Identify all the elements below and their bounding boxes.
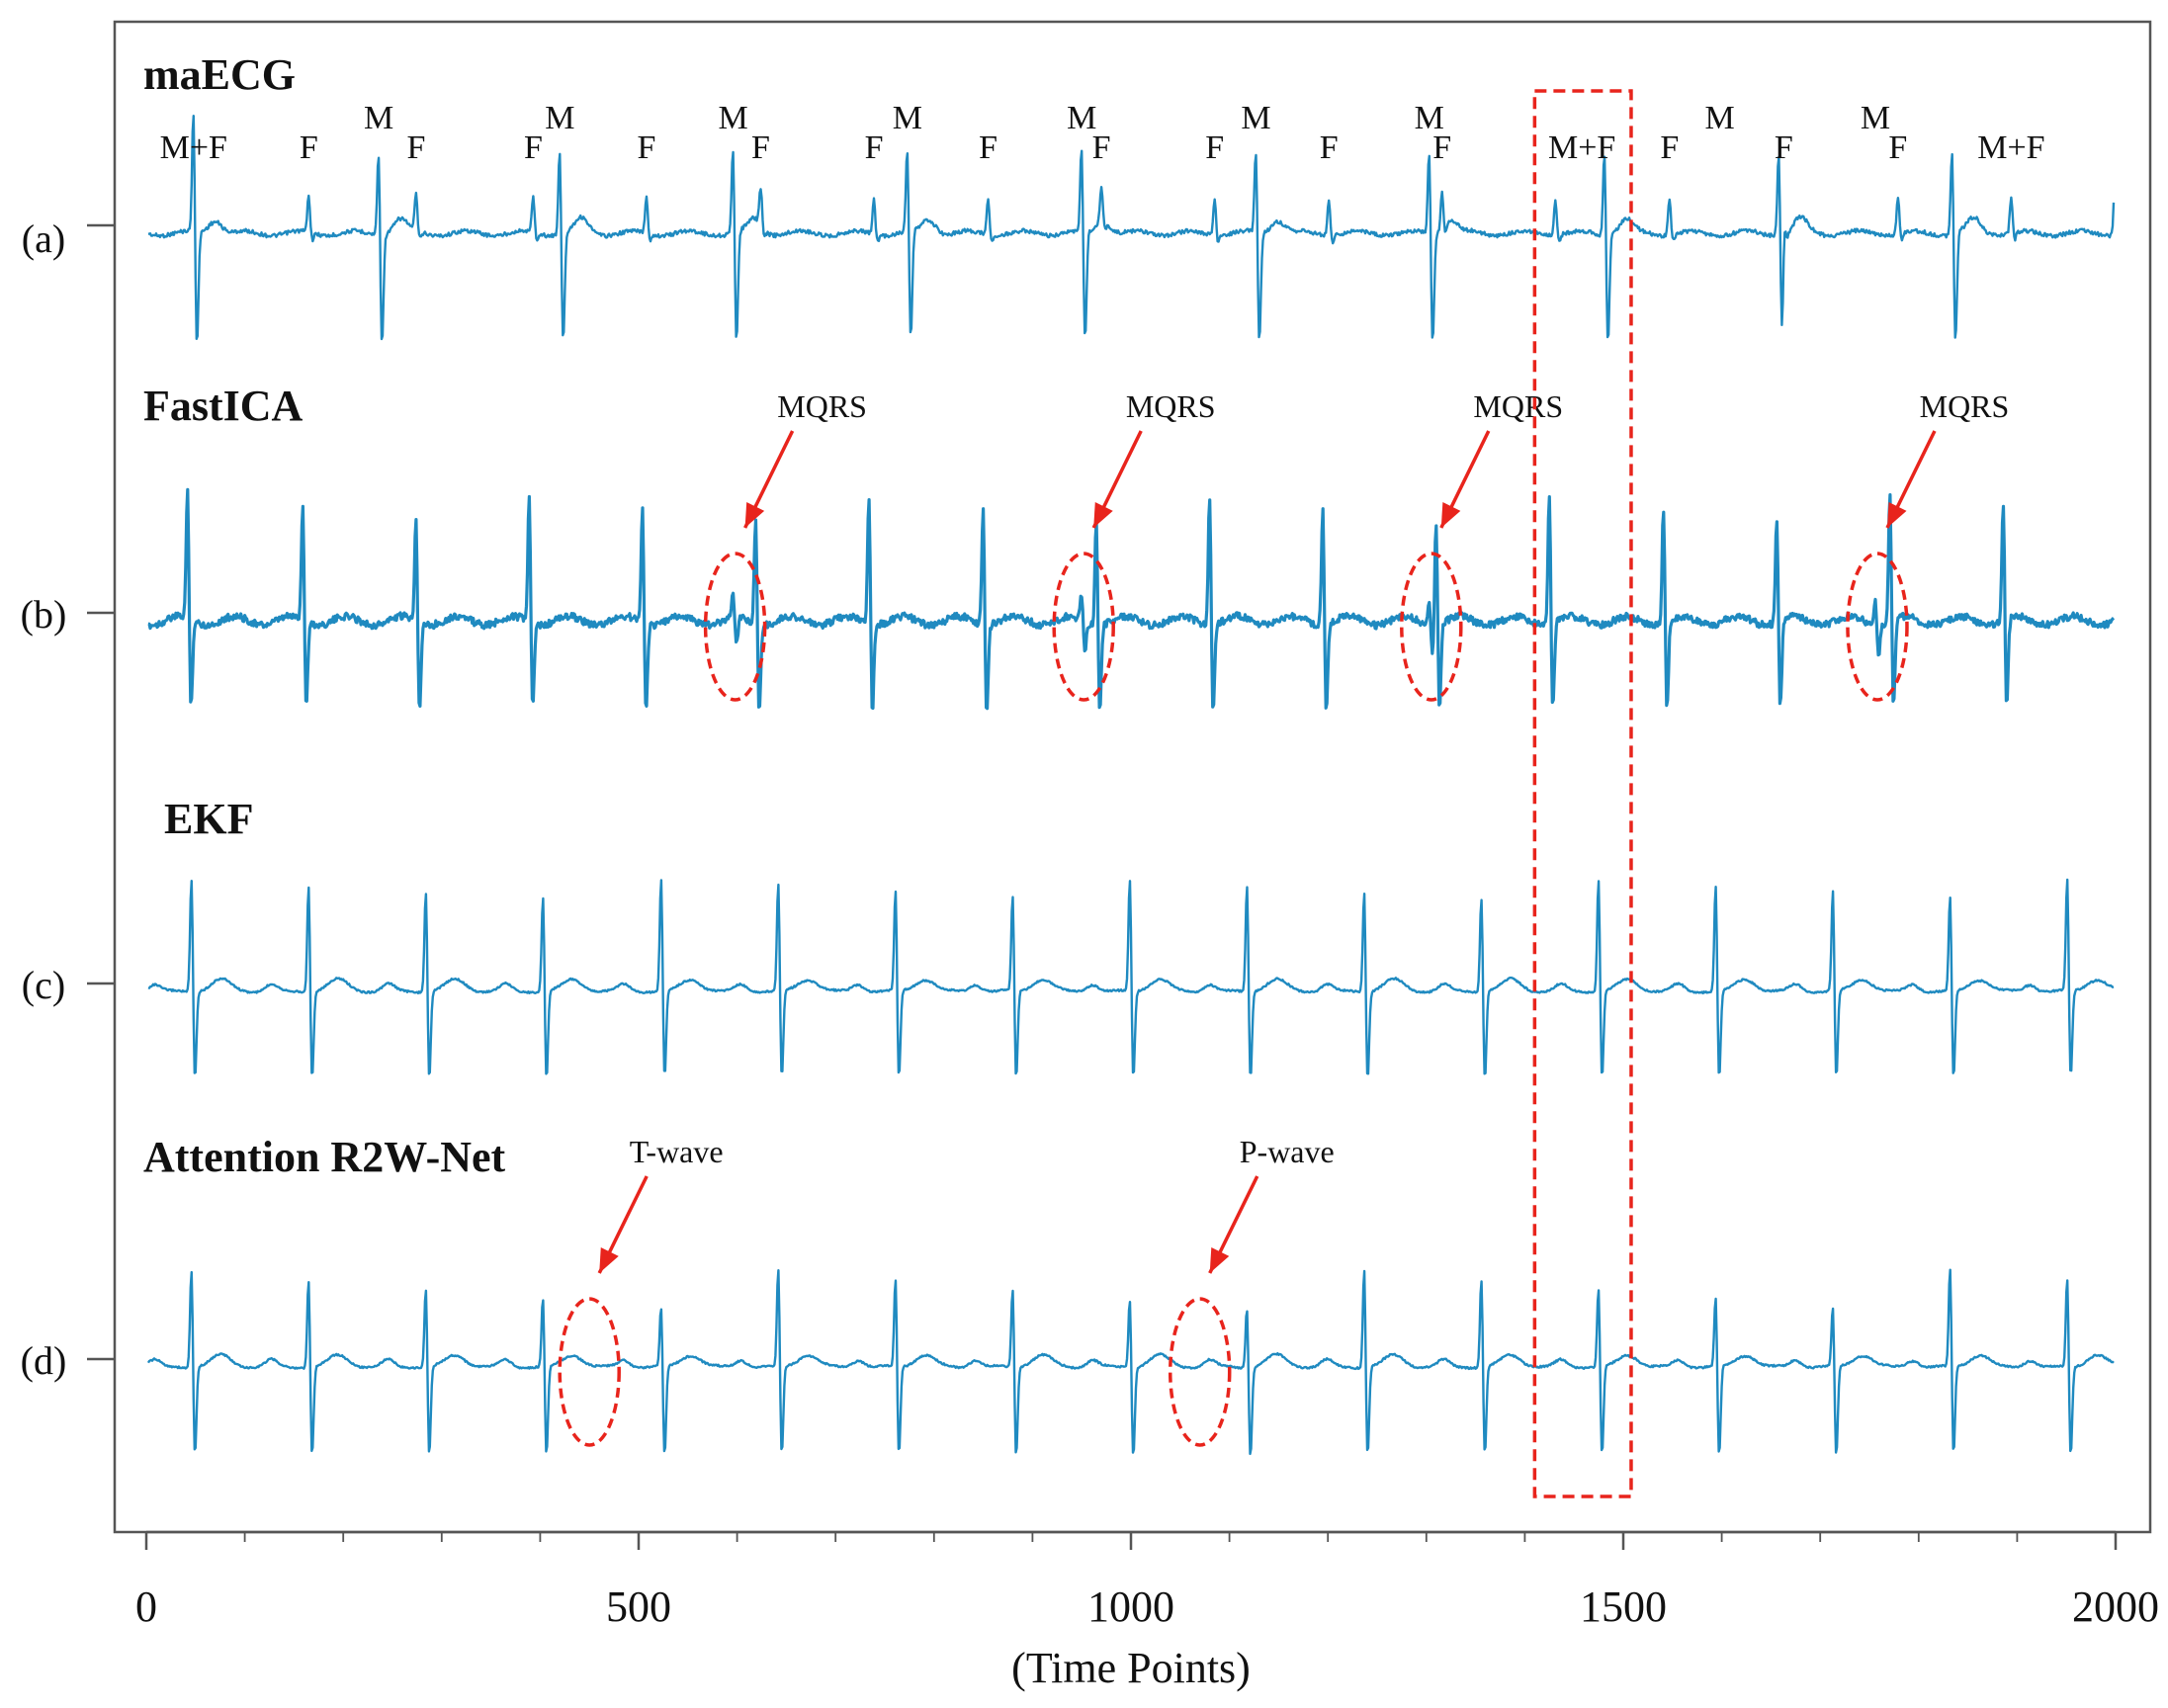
peak-label: F	[1205, 129, 1224, 166]
annotation-label: MQRS	[1920, 388, 2010, 424]
x-axis-label: (Time Points)	[1011, 1644, 1251, 1692]
annotation-label: P-wave	[1240, 1134, 1335, 1169]
peak-label: F	[300, 129, 318, 166]
annotation-arrowhead	[599, 1247, 619, 1273]
peak-label: M	[1067, 100, 1096, 136]
peak-label: M	[364, 100, 393, 136]
annotation-arrowhead	[1209, 1247, 1230, 1273]
panel-label-a: (a)	[22, 216, 65, 261]
annotation-ellipse	[1168, 1297, 1232, 1447]
annotation-ellipses	[558, 552, 1909, 1447]
annotation-label: T-wave	[630, 1134, 724, 1169]
annotation-ellipse	[703, 552, 767, 702]
peak-label: M+F	[1548, 129, 1615, 166]
annotation-arrowhead	[1093, 502, 1113, 528]
peak-label: F	[865, 129, 884, 166]
peak-label: M	[1241, 100, 1270, 136]
plot-frame	[113, 20, 2152, 1534]
panel-title-c: EKF	[164, 795, 253, 843]
x-tick-label: 1500	[1580, 1582, 1667, 1631]
x-tick-label: 2000	[2072, 1582, 2159, 1631]
panel-title-d: Attention R2W-Net	[143, 1133, 506, 1181]
panel-label-c: (c)	[22, 963, 65, 1007]
peak-label: F	[1888, 129, 1907, 166]
peak-label: M+F	[1977, 129, 2044, 166]
x-axis: 0 500 1000 1500 2000	[135, 1530, 2159, 1631]
traces-layer	[146, 114, 2116, 1456]
annotation-label: MQRS	[777, 388, 867, 424]
peak-label: F	[751, 129, 770, 166]
peak-label: F	[638, 129, 656, 166]
x-tick-label: 500	[606, 1582, 671, 1631]
trace-a	[147, 114, 2116, 341]
trace-d	[146, 1268, 2115, 1456]
peak-label: F	[1092, 129, 1111, 166]
peak-label: F	[1660, 129, 1679, 166]
panel-title-b: FastICA	[143, 382, 304, 430]
panel-title-a: maECG	[143, 50, 296, 99]
highlight-window	[1532, 89, 1633, 1498]
peak-label: F	[1775, 129, 1793, 166]
x-tick-label: 1000	[1087, 1582, 1174, 1631]
annotation-label: MQRS	[1473, 388, 1563, 424]
peak-label: M	[1415, 100, 1444, 136]
annotation-ellipse	[1052, 552, 1115, 702]
peak-label: M	[1704, 100, 1734, 136]
panel-label-b: (b)	[21, 592, 67, 637]
peak-label: M	[718, 100, 747, 136]
peak-label: F	[406, 129, 425, 166]
panel-label-d: (d)	[21, 1338, 67, 1383]
peak-label: M	[545, 100, 574, 136]
annotation-arrowhead	[1886, 502, 1907, 528]
trace-c	[147, 878, 2115, 1075]
annotation-arrowhead	[1440, 502, 1461, 528]
annotation-label: MQRS	[1126, 388, 1216, 424]
trace-b	[147, 487, 2116, 711]
annotation-arrows	[597, 430, 1937, 1274]
annotation-ellipse	[558, 1297, 621, 1447]
x-tick-label: 0	[135, 1582, 157, 1631]
annotation-arrowhead	[744, 502, 765, 528]
peak-label: M	[1861, 100, 1890, 136]
annotation-ellipse	[1846, 552, 1909, 702]
peak-label: F	[524, 129, 543, 166]
peak-label: M	[893, 100, 922, 136]
peak-label: F	[1432, 129, 1451, 166]
peak-label: F	[1320, 129, 1339, 166]
peak-label: M+F	[160, 129, 227, 166]
annotation-ellipse	[1400, 552, 1463, 702]
peak-label: F	[979, 129, 997, 166]
